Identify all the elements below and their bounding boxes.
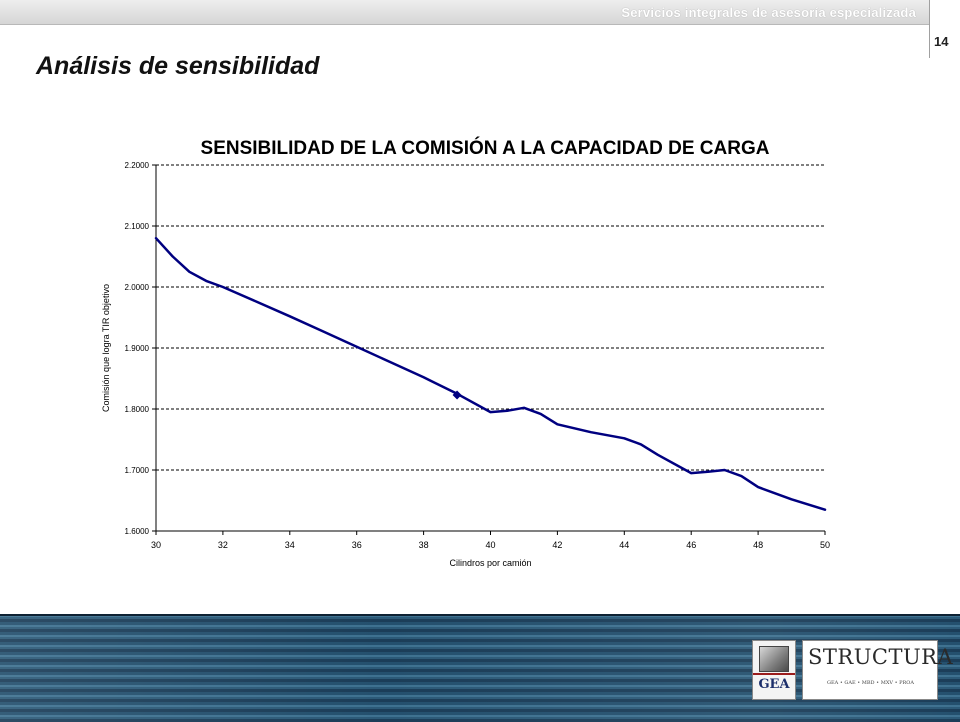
x-tick-label: 34: [285, 540, 295, 550]
y-tick-label: 1.7000: [125, 466, 150, 475]
x-tick-label: 30: [151, 540, 161, 550]
y-axis-label: Comisión que logra TIR objetivo: [101, 284, 111, 412]
gea-logo: GEA: [752, 640, 796, 700]
x-axis-label: Cilindros por camión: [449, 558, 531, 568]
footer-logos: GEA STRUCTURA GEA • GAE • MBD • MXV • PR…: [752, 640, 953, 700]
header-band: Servicios integrales de asesoría especia…: [0, 0, 930, 25]
x-tick-label: 50: [820, 540, 830, 550]
x-tick-label: 46: [686, 540, 696, 550]
x-tick-label: 32: [218, 540, 228, 550]
chart-title: SENSIBILIDAD DE LA COMISIÓN A LA CAPACID…: [200, 138, 770, 159]
y-tick-label: 2.2000: [125, 161, 150, 170]
x-tick-label: 38: [419, 540, 429, 550]
data-point-marker: [452, 390, 462, 400]
y-tick-label: 1.6000: [125, 527, 150, 536]
page-number: 14: [934, 34, 949, 49]
header-divider: [929, 0, 930, 58]
slide-title: Análisis de sensibilidad: [36, 52, 320, 80]
x-tick-label: 40: [485, 540, 495, 550]
x-tick-label: 44: [619, 540, 629, 550]
x-tick-label: 42: [552, 540, 562, 550]
x-tick-label: 48: [753, 540, 763, 550]
y-tick-label: 2.1000: [125, 222, 150, 231]
gea-accent-bar: [753, 673, 795, 675]
structura-logo-text: STRUCTURA: [808, 645, 954, 669]
series-line: [154, 236, 827, 511]
y-tick-label: 1.9000: [125, 344, 150, 353]
header-tagline: Servicios integrales de asesoría especia…: [621, 5, 916, 20]
x-tick-label: 36: [352, 540, 362, 550]
structura-logo-subtitle: GEA • GAE • MBD • MXV • PROA: [827, 680, 914, 686]
gea-logo-text: GEA: [758, 677, 790, 692]
gea-emblem-icon: [759, 646, 789, 672]
y-tick-label: 1.8000: [125, 405, 150, 414]
y-tick-label: 2.0000: [125, 283, 150, 292]
structura-logo: STRUCTURA GEA • GAE • MBD • MXV • PROA: [802, 640, 953, 700]
footer-band: [0, 614, 960, 722]
